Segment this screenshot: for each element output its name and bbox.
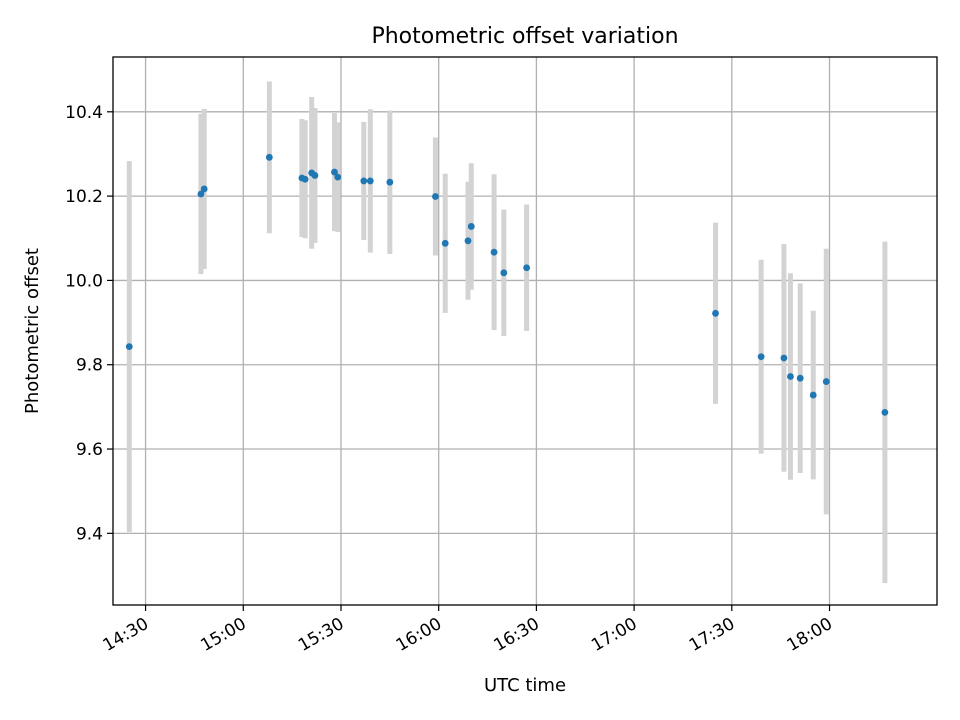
x-tick-label: 15:30 — [295, 614, 347, 656]
plot-frame — [112, 56, 938, 606]
data-point — [796, 374, 804, 382]
data-point — [881, 408, 889, 416]
data-points — [125, 153, 889, 416]
grid — [113, 57, 937, 605]
data-point — [490, 248, 498, 256]
x-tick-label: 17:30 — [686, 614, 738, 656]
x-axis-ticks: 14:30 15:00 15:30 16:00 16:30 17:00 17:30 18:00 — [100, 605, 836, 656]
data-point — [265, 153, 273, 161]
data-point — [331, 168, 338, 176]
data-point — [441, 239, 449, 247]
y-tick-label: 10.2 — [65, 187, 103, 207]
data-point — [780, 354, 788, 362]
data-point — [311, 172, 319, 179]
y-axis-ticks: 9.4 9.6 9.8 10.0 10.2 10.4 — [65, 103, 113, 544]
data-point — [301, 175, 309, 183]
data-point — [334, 173, 342, 181]
data-point — [467, 223, 475, 230]
data-point — [125, 343, 133, 350]
data-point — [757, 353, 765, 361]
data-point — [432, 193, 439, 200]
data-point — [822, 378, 830, 385]
data-point — [809, 391, 817, 399]
data-point — [360, 177, 368, 185]
y-tick-label: 10.0 — [65, 271, 103, 291]
y-axis-label: Photometric offset — [22, 248, 43, 414]
y-tick-label: 9.4 — [76, 524, 103, 544]
data-point — [712, 309, 719, 317]
data-point — [787, 373, 794, 380]
y-tick-label: 10.4 — [65, 103, 103, 123]
chart-title: Photometric offset variation — [371, 24, 678, 49]
x-axis-label: UTC time — [484, 675, 566, 696]
y-tick-label: 9.6 — [76, 440, 103, 460]
error-bars — [126, 81, 888, 584]
x-tick-label: 15:00 — [197, 614, 249, 656]
x-tick-label: 18:00 — [784, 614, 836, 656]
data-point — [386, 178, 394, 186]
data-point — [366, 177, 374, 185]
x-tick-label: 16:00 — [393, 614, 445, 656]
x-tick-label: 14:30 — [100, 614, 152, 656]
data-point — [197, 190, 205, 198]
data-point — [464, 237, 472, 245]
x-tick-label: 17:00 — [588, 614, 640, 656]
data-point — [523, 264, 531, 272]
y-tick-label: 9.8 — [76, 356, 103, 376]
data-point — [200, 185, 208, 193]
data-point — [500, 269, 508, 277]
x-tick-label: 16:30 — [490, 614, 542, 656]
